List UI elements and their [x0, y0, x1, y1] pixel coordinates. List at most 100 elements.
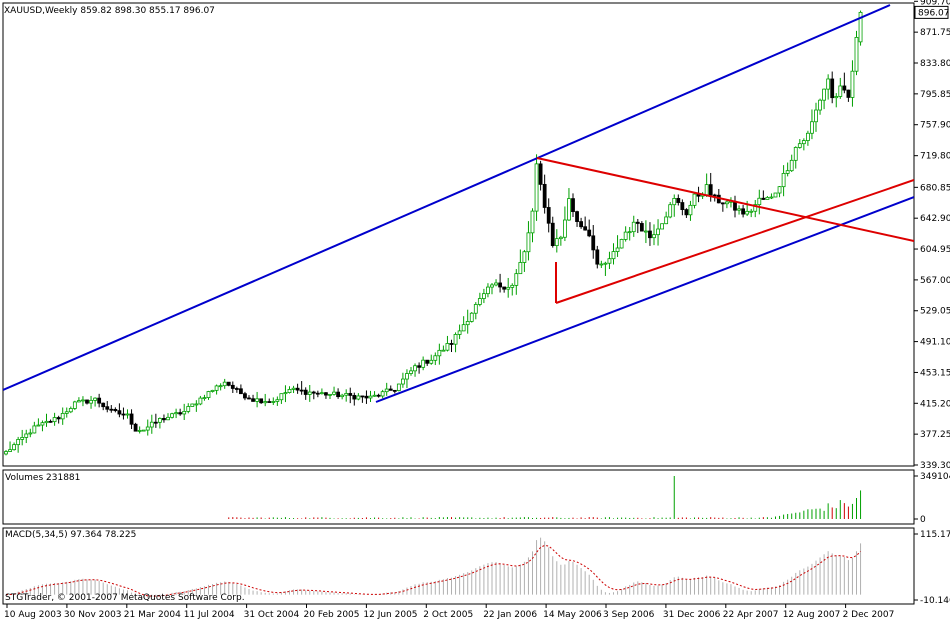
candle-body [838, 85, 843, 97]
candle-body [141, 429, 146, 432]
time-tick-label: 11 Jul 2004 [184, 610, 235, 620]
candle-body [801, 140, 806, 145]
macd-histogram [9, 537, 862, 598]
candle-body [421, 359, 426, 368]
candle-body [137, 429, 142, 432]
candle-body [538, 163, 543, 185]
volume-bars [228, 476, 862, 519]
candle-body [56, 417, 61, 420]
triangle-upper-line[interactable] [536, 157, 914, 242]
time-tick-label: 10 Aug 2003 [4, 610, 62, 620]
candle-body [575, 211, 579, 222]
candle-body [789, 159, 794, 172]
candle-body [121, 413, 126, 416]
candle-body [656, 228, 660, 236]
triangle-lower-line[interactable] [555, 179, 914, 304]
candle-body [567, 198, 571, 221]
price-tick-label: 339.30 [920, 461, 950, 471]
candle-body [259, 398, 264, 404]
candle-body [20, 437, 25, 440]
candle-body [230, 384, 235, 389]
candle-body [441, 349, 446, 352]
candle-body [712, 194, 717, 197]
candle-body [72, 401, 77, 409]
candle-body [328, 393, 332, 396]
candle-body [332, 391, 336, 395]
candle-body [77, 400, 81, 403]
candle-body [631, 221, 636, 233]
candle-body [684, 209, 689, 216]
candle-body [692, 193, 697, 206]
candle-body [473, 304, 478, 314]
candle-body [376, 394, 381, 397]
candle-body [356, 395, 361, 400]
trend-lines [3, 4, 914, 403]
candle-body [214, 385, 219, 391]
candle-body [234, 388, 239, 390]
candle-body [28, 432, 33, 435]
time-tick-label: 30 Nov 2003 [64, 610, 122, 620]
candle-body [688, 204, 693, 216]
candle-body [850, 70, 855, 98]
candle-body [672, 198, 677, 206]
candle-body [117, 410, 122, 415]
candle-body [550, 222, 555, 246]
candle-body [769, 196, 774, 199]
candle-body [247, 397, 251, 400]
candle-body [368, 395, 373, 399]
macd-pane-frame [2, 527, 915, 605]
candle-body [85, 399, 89, 404]
price-tick-label: 680.85 [920, 183, 950, 193]
time-tick-label: 22 Apr 2007 [723, 610, 779, 620]
candle-body [263, 401, 268, 404]
candle-body [157, 418, 162, 423]
candle-body [425, 359, 430, 364]
upper-channel-line[interactable] [3, 4, 891, 391]
candle-body [644, 230, 648, 233]
candle-body [182, 411, 187, 415]
price-tick-label: 719.80 [920, 152, 950, 162]
price-pane-frame [2, 2, 915, 467]
price-tick-label: 415.20 [920, 399, 950, 409]
candle-body [797, 143, 802, 148]
candle-body [619, 239, 624, 249]
candle-body [737, 208, 741, 211]
time-tick-label: 31 Oct 2004 [244, 610, 300, 620]
candle-body [222, 381, 227, 387]
candle-body [303, 389, 308, 395]
time-tick-label: 21 Mar 2004 [124, 610, 181, 620]
price-tick-label: 377.25 [920, 430, 950, 440]
candle-body [396, 383, 401, 391]
candle-body [101, 402, 106, 408]
price-tick-label: 567.00 [920, 276, 950, 286]
candle-body [486, 286, 490, 295]
candle-body [494, 282, 498, 286]
candle-body [461, 324, 466, 332]
candle-body [348, 393, 353, 396]
candle-body [198, 397, 203, 405]
lower-channel-line[interactable] [375, 196, 914, 403]
candle-body [546, 207, 551, 224]
candle-body [534, 163, 539, 212]
candle-body [129, 413, 134, 425]
candle-body [846, 89, 851, 98]
candle-body [149, 421, 154, 428]
candle-body [518, 262, 523, 275]
candle-body [40, 422, 45, 426]
candle-body [162, 418, 166, 421]
candle-body [48, 420, 53, 423]
price-tick-label: 604.95 [920, 245, 950, 255]
candle-body [336, 391, 341, 398]
candle-body [571, 198, 575, 213]
time-axis: 10 Aug 2003 30 Nov 2003 21 Mar 2004 11 Jul … [4, 604, 894, 620]
candle-body [842, 85, 847, 91]
candle-body [429, 359, 434, 364]
candle-body [392, 389, 397, 392]
candle-body [530, 210, 535, 234]
candle-body [311, 391, 316, 394]
candle-body [32, 425, 37, 434]
candle-body [417, 365, 422, 368]
candle-body [615, 247, 620, 252]
